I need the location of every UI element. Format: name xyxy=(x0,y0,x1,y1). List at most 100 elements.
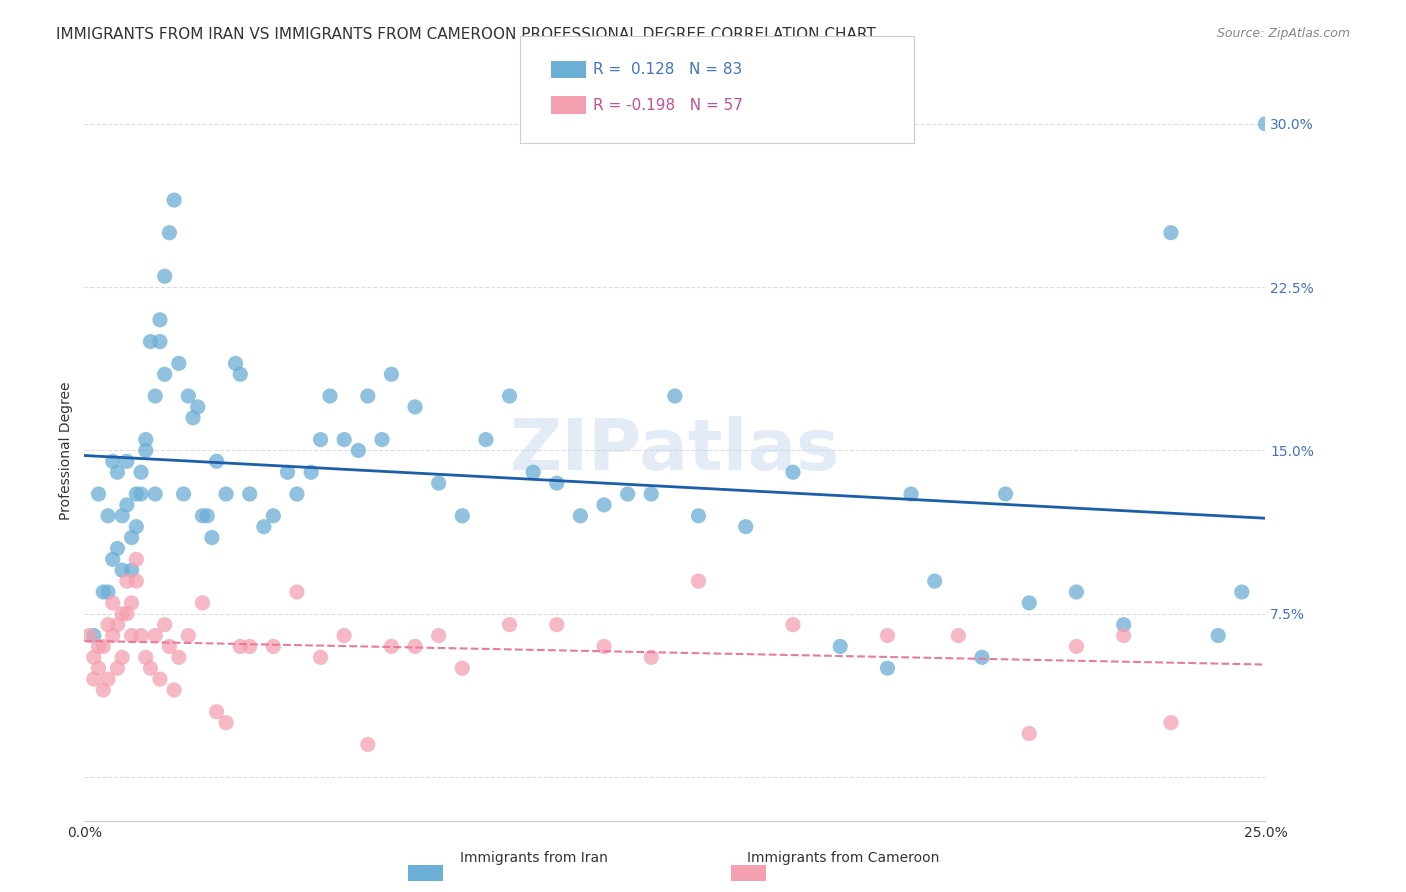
Point xyxy=(1018,726,1040,740)
Point xyxy=(91,683,114,698)
Point xyxy=(153,368,176,382)
Point xyxy=(1230,585,1253,599)
Point xyxy=(451,661,474,675)
Point xyxy=(87,640,110,654)
Point xyxy=(640,650,662,665)
Point xyxy=(125,519,148,533)
Point xyxy=(143,487,166,501)
Point xyxy=(427,629,450,643)
Point xyxy=(948,629,970,643)
Point xyxy=(149,672,172,686)
Point xyxy=(357,389,380,403)
Point xyxy=(121,629,143,643)
Point xyxy=(97,617,120,632)
Point xyxy=(239,640,262,654)
Point xyxy=(357,738,380,752)
Point xyxy=(734,519,756,533)
Point xyxy=(173,487,195,501)
Point xyxy=(143,389,166,403)
Point xyxy=(225,356,247,370)
Point xyxy=(121,531,143,545)
Point xyxy=(153,617,176,632)
Point xyxy=(229,640,252,654)
Text: IMMIGRANTS FROM IRAN VS IMMIGRANTS FROM CAMEROON PROFESSIONAL DEGREE CORRELATION: IMMIGRANTS FROM IRAN VS IMMIGRANTS FROM … xyxy=(56,27,876,42)
Point xyxy=(239,487,262,501)
Point xyxy=(546,617,568,632)
Text: R = -0.198   N = 57: R = -0.198 N = 57 xyxy=(593,98,744,112)
Point xyxy=(215,487,238,501)
Point xyxy=(664,389,686,403)
Point xyxy=(1066,640,1088,654)
Point xyxy=(876,629,898,643)
Point xyxy=(87,487,110,501)
Point xyxy=(994,487,1017,501)
Text: Immigrants from Cameroon: Immigrants from Cameroon xyxy=(748,851,939,865)
Point xyxy=(688,508,710,523)
Point xyxy=(149,313,172,327)
Point xyxy=(125,487,148,501)
Point xyxy=(101,552,124,566)
Point xyxy=(111,563,134,577)
Point xyxy=(115,498,138,512)
Point xyxy=(262,508,284,523)
Point xyxy=(121,563,143,577)
Point xyxy=(276,465,298,479)
Point xyxy=(125,574,148,588)
Point xyxy=(107,465,129,479)
Point xyxy=(830,640,852,654)
Point xyxy=(101,629,124,643)
Point xyxy=(593,498,616,512)
Point xyxy=(1254,117,1277,131)
Point xyxy=(83,629,105,643)
Point xyxy=(924,574,946,588)
Point xyxy=(285,487,308,501)
Point xyxy=(107,541,129,556)
Point xyxy=(309,650,332,665)
Point xyxy=(177,389,200,403)
Point xyxy=(205,454,228,468)
Point xyxy=(195,508,218,523)
Point xyxy=(1112,629,1135,643)
Point xyxy=(115,454,138,468)
Point xyxy=(191,508,214,523)
Point xyxy=(1206,629,1229,643)
Point xyxy=(205,705,228,719)
Point xyxy=(157,226,180,240)
Point xyxy=(347,443,370,458)
Point xyxy=(115,574,138,588)
Point xyxy=(77,629,100,643)
Point xyxy=(135,443,157,458)
Point xyxy=(593,640,616,654)
Point xyxy=(427,476,450,491)
Point xyxy=(121,596,143,610)
Point xyxy=(1112,617,1135,632)
Point xyxy=(135,433,157,447)
Point xyxy=(333,433,356,447)
Point xyxy=(333,629,356,643)
Text: ZIPatlas: ZIPatlas xyxy=(510,416,839,485)
Point xyxy=(91,585,114,599)
Point xyxy=(616,487,638,501)
Point xyxy=(191,596,214,610)
Point xyxy=(163,193,186,207)
Point xyxy=(970,650,993,665)
Point xyxy=(115,607,138,621)
Point xyxy=(371,433,394,447)
Y-axis label: Professional Degree: Professional Degree xyxy=(59,381,73,520)
Point xyxy=(201,531,224,545)
Point xyxy=(177,629,200,643)
Point xyxy=(167,650,190,665)
Point xyxy=(187,400,209,414)
Point xyxy=(688,574,710,588)
Point xyxy=(546,476,568,491)
Point xyxy=(181,410,204,425)
Point xyxy=(111,650,134,665)
Point xyxy=(129,465,152,479)
Point xyxy=(111,508,134,523)
Point xyxy=(83,672,105,686)
Point xyxy=(125,552,148,566)
Point xyxy=(87,661,110,675)
Point xyxy=(83,650,105,665)
Point xyxy=(97,585,120,599)
Point xyxy=(1160,226,1182,240)
